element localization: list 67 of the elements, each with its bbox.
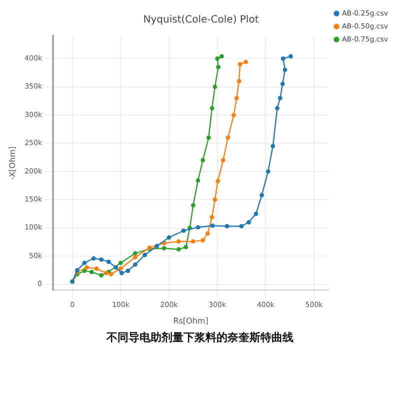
point [244,60,248,64]
text: 不同导电助剂量下浆料的奈奎斯特曲线 [106,330,294,345]
point [254,212,258,216]
point [210,223,215,228]
point [246,220,251,224]
point [196,178,200,183]
point [118,266,123,271]
point [239,224,244,228]
point [205,231,210,236]
point [104,270,108,276]
point [260,192,264,198]
point [166,235,172,240]
point [184,244,188,250]
point [210,214,214,220]
point [234,96,239,100]
point [282,68,288,72]
point [278,96,282,100]
point [84,265,90,270]
point [94,266,99,271]
chart-title: Nyquist(Cole-Cole) Plot [143,14,259,26]
point [190,203,196,208]
point [216,178,220,184]
point [118,260,123,266]
point [215,56,220,61]
point [108,272,114,276]
point [232,112,236,118]
point [126,268,130,274]
point [89,270,94,274]
point [224,224,230,228]
point [99,257,104,262]
point [132,255,138,260]
point [196,225,200,230]
point [220,158,226,162]
point [114,265,118,270]
point [162,246,166,250]
point [216,64,220,70]
point [212,197,218,202]
point [106,260,111,264]
x-axis-title: Rs[Ohm] [173,316,208,326]
point [280,56,286,61]
point [288,54,293,59]
point [236,78,242,84]
point [266,169,270,174]
point [176,239,181,244]
point [200,158,206,162]
point [275,106,280,110]
point [238,62,242,66]
point [200,238,206,243]
point [226,135,230,140]
point [181,228,186,233]
point [119,270,124,276]
point [82,260,87,266]
point [142,252,148,258]
point [190,239,196,244]
point [176,247,181,252]
point [210,106,214,110]
point [212,84,218,89]
point [206,135,211,140]
point [132,262,138,267]
point [91,256,96,261]
point [270,144,276,148]
point [132,251,138,256]
y-axis-title: -X[Ohm] [8,146,17,180]
point [154,244,160,248]
point [219,54,224,59]
point [280,82,285,86]
point [99,273,104,278]
